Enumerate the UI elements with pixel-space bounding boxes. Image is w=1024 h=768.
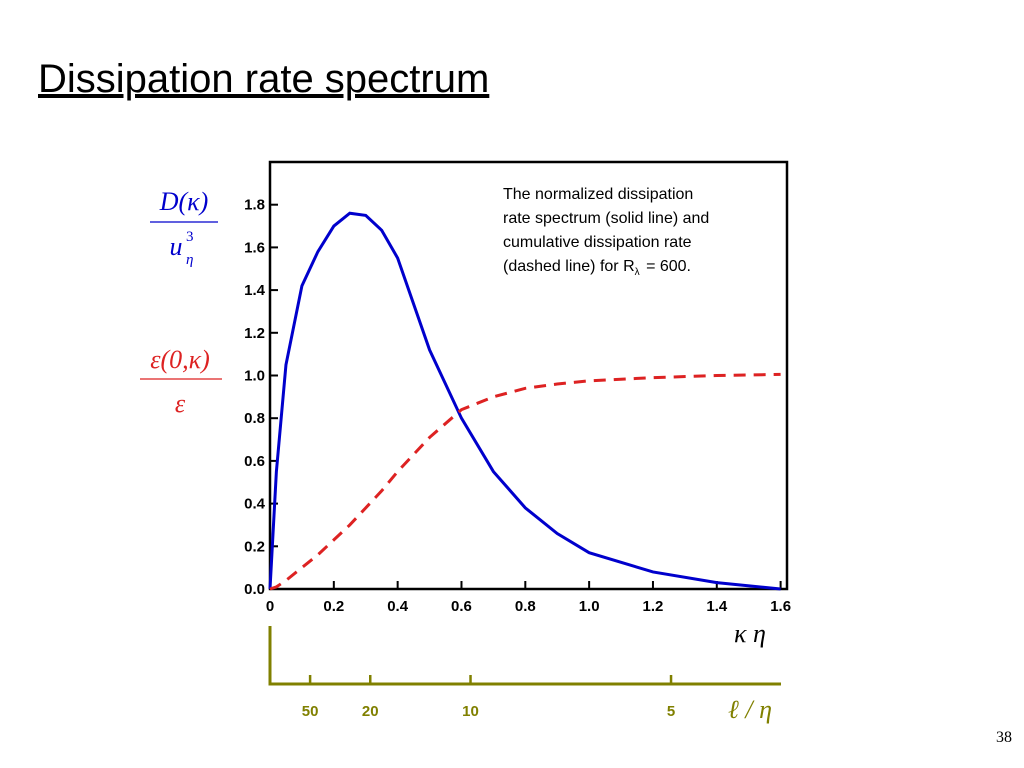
y-tick-label: 1.2 (244, 325, 265, 342)
x-tick-label: 1.0 (579, 598, 600, 615)
y-label-sup: 3 (186, 229, 194, 245)
x-tick-label: 0.4 (387, 598, 409, 615)
x-tick-label: 0.8 (515, 598, 536, 615)
slide-title: Dissipation rate spectrum (38, 57, 489, 101)
x-tick-label: 0 (266, 598, 274, 615)
x2-tick-label: 10 (462, 703, 479, 720)
y-label-numerator: ε(0,κ) (150, 345, 210, 374)
x-label: κ η (734, 619, 766, 648)
annotation-sub: λ (635, 267, 640, 278)
annotation-line: (dashed line) for R (503, 258, 635, 275)
data-line (268, 211, 781, 591)
x2-label: ℓ / η (728, 695, 772, 724)
annotation-end: = 600. (642, 258, 691, 275)
annotation-line: The normalized dissipation (503, 186, 693, 203)
x2-axis (268, 626, 781, 686)
y-tick-label: 1.8 (244, 197, 265, 214)
x2-tick-label: 5 (667, 703, 675, 720)
y-tick-label: 1.0 (244, 368, 265, 385)
x-tick-label: 1.2 (643, 598, 664, 615)
y-tick-label: 0.6 (244, 453, 265, 470)
x-tick-label: 0.2 (323, 598, 344, 615)
y-tick-label: 0.2 (244, 538, 265, 555)
x2-tick-label: 20 (362, 703, 379, 720)
y-tick-label: 0.0 (244, 581, 265, 598)
y-label-numerator: D(κ) (159, 187, 209, 216)
page-number: 38 (996, 729, 1012, 746)
data-line (269, 372, 781, 591)
y-tick-label: 0.8 (244, 410, 265, 427)
y-label-denominator: u (170, 232, 183, 261)
y-tick-label: 0.4 (244, 496, 266, 513)
x-tick-label: 1.4 (706, 598, 728, 615)
x-tick-label: 1.6 (770, 598, 791, 615)
annotation-line: rate spectrum (solid line) and (503, 210, 709, 227)
y-label-sub: η (186, 252, 193, 268)
y-label-denominator: ε (175, 389, 186, 418)
y-tick-label: 1.4 (244, 282, 266, 299)
x2-tick-label: 50 (302, 703, 319, 720)
annotation-line: cumulative dissipation rate (503, 234, 692, 251)
x-tick-label: 0.6 (451, 598, 472, 615)
y-tick-label: 1.6 (244, 239, 265, 256)
